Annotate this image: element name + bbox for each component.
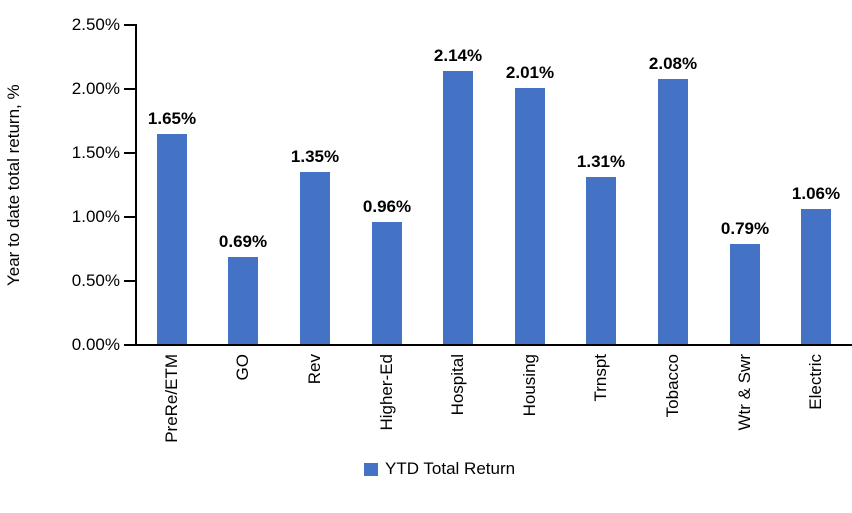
y-tick-mark: [124, 24, 136, 26]
y-tick-label: 2.00%: [71, 79, 120, 98]
bar-value-label: 0.79%: [720, 219, 770, 238]
y-tick-mark: [124, 216, 136, 218]
y-tick-label: 1.00%: [71, 207, 120, 226]
bar-value-label: 1.31%: [576, 152, 626, 171]
x-category-label: Electric: [806, 354, 825, 410]
y-tick-label: 2.50%: [71, 15, 120, 34]
bar-value-label: 2.08%: [648, 54, 698, 73]
y-tick-label: 1.50%: [71, 143, 120, 162]
bar: [586, 177, 616, 345]
x-category-label: GO: [233, 354, 252, 381]
bar: [515, 88, 545, 345]
y-tick-label: 0.00%: [71, 335, 120, 354]
legend-label: YTD Total Return: [385, 459, 516, 478]
legend: YTD Total Return: [364, 459, 515, 479]
bar: [658, 79, 688, 345]
y-tick-mark: [124, 344, 136, 346]
legend-swatch: [364, 462, 378, 476]
y-axis-title: Year to date total return, %: [4, 84, 23, 286]
y-tick-label: 0.50%: [71, 271, 120, 290]
bar: [372, 222, 402, 345]
x-axis-line: [136, 344, 852, 346]
bar-value-label: 1.35%: [290, 147, 340, 166]
bar: [801, 209, 831, 345]
y-tick-mark: [124, 88, 136, 90]
bar: [228, 257, 258, 345]
x-category-label: Tobacco: [663, 354, 682, 418]
bar: [730, 244, 760, 345]
x-category-label: Hospital: [448, 354, 467, 416]
y-axis-line: [135, 24, 137, 346]
y-tick-mark: [124, 280, 136, 282]
x-category-label: Higher-Ed: [377, 354, 396, 431]
x-category-label: Wtr & Swr: [735, 354, 754, 431]
bar-value-label: 0.69%: [218, 232, 268, 251]
bar-value-label: 2.01%: [505, 63, 555, 82]
bar-value-label: 2.14%: [433, 46, 483, 65]
bar: [443, 71, 473, 345]
x-category-label: Rev: [305, 354, 324, 385]
bar-value-label: 0.96%: [362, 197, 412, 216]
bar-value-label: 1.06%: [791, 184, 841, 203]
x-category-label: Trnspt: [591, 354, 610, 402]
x-category-label: Housing: [520, 354, 539, 417]
y-tick-mark: [124, 152, 136, 154]
bar-value-label: 1.65%: [147, 109, 197, 128]
bar: [157, 134, 187, 345]
bar: [300, 172, 330, 345]
x-category-label: PreRe/ETM: [162, 354, 181, 443]
